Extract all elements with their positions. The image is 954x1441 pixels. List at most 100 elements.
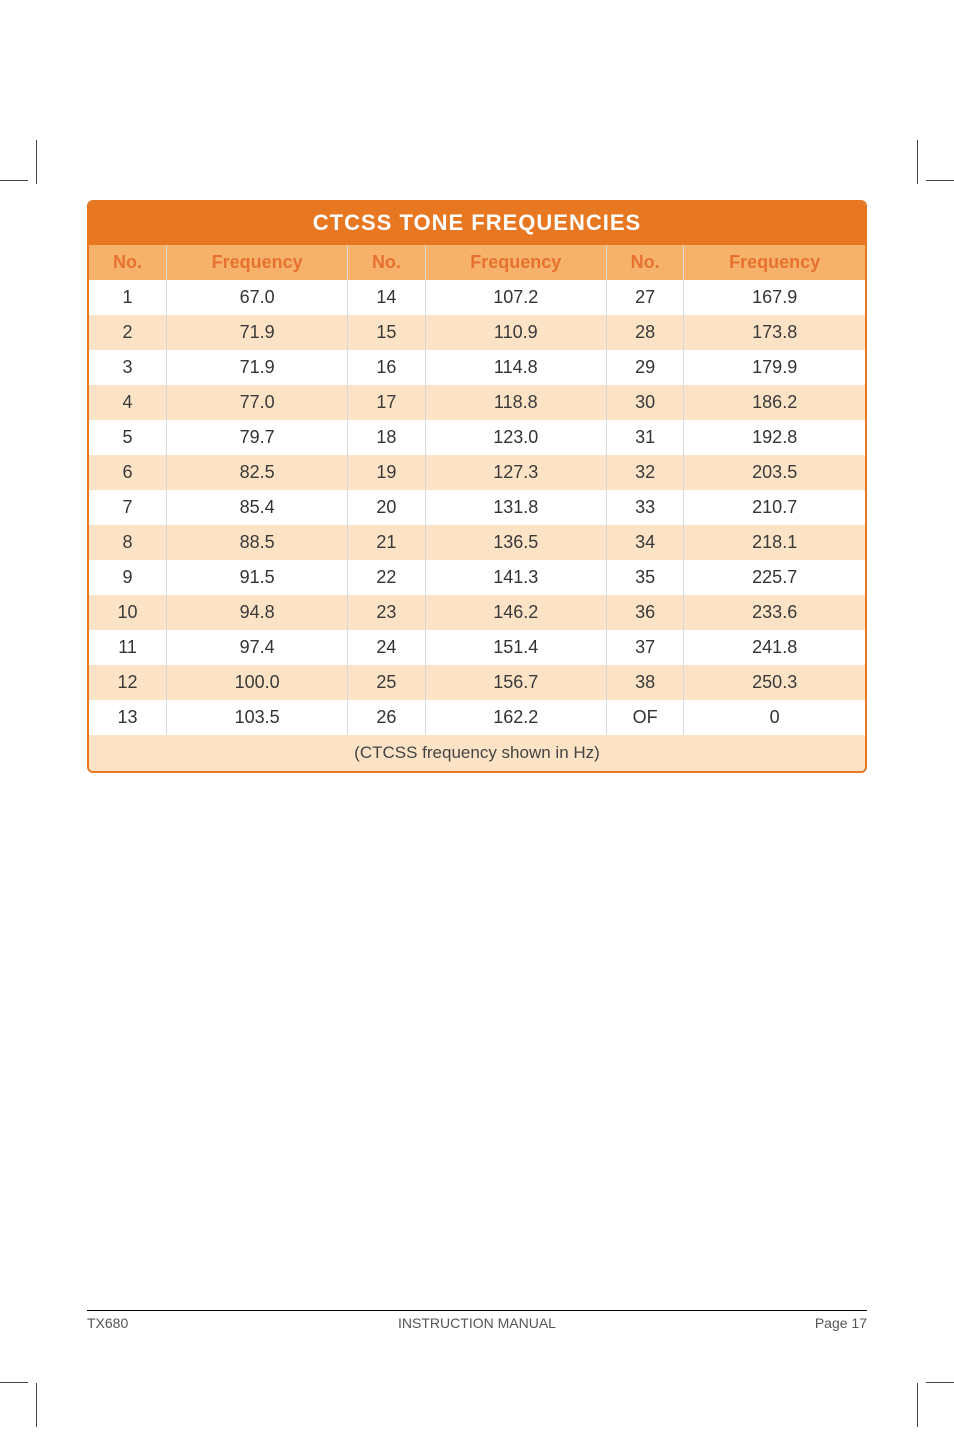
cell-no: 28 bbox=[606, 315, 684, 350]
cell-no: 12 bbox=[89, 665, 167, 700]
cell-no: 18 bbox=[348, 420, 426, 455]
cell-freq: 210.7 bbox=[684, 490, 865, 525]
col-no: No. bbox=[89, 245, 167, 280]
cell-no: 1 bbox=[89, 280, 167, 315]
footer-right: Page 17 bbox=[815, 1315, 867, 1331]
cell-no: 19 bbox=[348, 455, 426, 490]
col-no: No. bbox=[606, 245, 684, 280]
cell-freq: 162.2 bbox=[425, 700, 606, 735]
page-content: CTCSS TONE FREQUENCIES No. Frequency No.… bbox=[87, 200, 867, 773]
cell-no: 8 bbox=[89, 525, 167, 560]
ctcss-table-container: CTCSS TONE FREQUENCIES No. Frequency No.… bbox=[87, 200, 867, 773]
table-row: 1197.424151.437241.8 bbox=[89, 630, 865, 665]
cell-no: 22 bbox=[348, 560, 426, 595]
crop-mark bbox=[926, 1382, 954, 1383]
cell-no: 37 bbox=[606, 630, 684, 665]
ctcss-table: No. Frequency No. Frequency No. Frequenc… bbox=[89, 245, 865, 735]
footer-left: TX680 bbox=[87, 1315, 128, 1331]
cell-freq: 146.2 bbox=[425, 595, 606, 630]
cell-no: OF bbox=[606, 700, 684, 735]
cell-freq: 85.4 bbox=[167, 490, 348, 525]
cell-freq: 167.9 bbox=[684, 280, 865, 315]
table-row: 271.915110.928173.8 bbox=[89, 315, 865, 350]
cell-no: 13 bbox=[89, 700, 167, 735]
crop-mark bbox=[917, 1383, 918, 1427]
table-row: 888.521136.534218.1 bbox=[89, 525, 865, 560]
cell-freq: 156.7 bbox=[425, 665, 606, 700]
cell-freq: 100.0 bbox=[167, 665, 348, 700]
crop-mark bbox=[926, 180, 954, 181]
cell-freq: 110.9 bbox=[425, 315, 606, 350]
col-no: No. bbox=[348, 245, 426, 280]
cell-freq: 173.8 bbox=[684, 315, 865, 350]
cell-freq: 0 bbox=[684, 700, 865, 735]
cell-no: 15 bbox=[348, 315, 426, 350]
cell-no: 24 bbox=[348, 630, 426, 665]
table-header-row: No. Frequency No. Frequency No. Frequenc… bbox=[89, 245, 865, 280]
cell-freq: 141.3 bbox=[425, 560, 606, 595]
cell-freq: 241.8 bbox=[684, 630, 865, 665]
cell-no: 11 bbox=[89, 630, 167, 665]
table-row: 167.014107.227167.9 bbox=[89, 280, 865, 315]
cell-freq: 118.8 bbox=[425, 385, 606, 420]
cell-freq: 88.5 bbox=[167, 525, 348, 560]
cell-no: 6 bbox=[89, 455, 167, 490]
cell-freq: 114.8 bbox=[425, 350, 606, 385]
table-row: 682.519127.332203.5 bbox=[89, 455, 865, 490]
table-row: 477.017118.830186.2 bbox=[89, 385, 865, 420]
cell-freq: 179.9 bbox=[684, 350, 865, 385]
cell-no: 16 bbox=[348, 350, 426, 385]
cell-no: 23 bbox=[348, 595, 426, 630]
table-row: 785.420131.833210.7 bbox=[89, 490, 865, 525]
cell-no: 35 bbox=[606, 560, 684, 595]
table-row: 371.916114.829179.9 bbox=[89, 350, 865, 385]
cell-freq: 71.9 bbox=[167, 315, 348, 350]
cell-freq: 131.8 bbox=[425, 490, 606, 525]
table-title: CTCSS TONE FREQUENCIES bbox=[89, 202, 865, 245]
cell-freq: 203.5 bbox=[684, 455, 865, 490]
crop-mark bbox=[917, 140, 918, 184]
cell-no: 17 bbox=[348, 385, 426, 420]
crop-mark bbox=[36, 1383, 37, 1427]
cell-freq: 94.8 bbox=[167, 595, 348, 630]
col-freq: Frequency bbox=[425, 245, 606, 280]
cell-freq: 225.7 bbox=[684, 560, 865, 595]
table-row: 12100.025156.738250.3 bbox=[89, 665, 865, 700]
cell-freq: 107.2 bbox=[425, 280, 606, 315]
cell-freq: 82.5 bbox=[167, 455, 348, 490]
col-freq: Frequency bbox=[167, 245, 348, 280]
cell-freq: 91.5 bbox=[167, 560, 348, 595]
cell-no: 9 bbox=[89, 560, 167, 595]
cell-no: 34 bbox=[606, 525, 684, 560]
cell-freq: 186.2 bbox=[684, 385, 865, 420]
table-note: (CTCSS frequency shown in Hz) bbox=[89, 735, 865, 771]
cell-no: 10 bbox=[89, 595, 167, 630]
cell-no: 27 bbox=[606, 280, 684, 315]
cell-freq: 136.5 bbox=[425, 525, 606, 560]
cell-freq: 250.3 bbox=[684, 665, 865, 700]
cell-freq: 123.0 bbox=[425, 420, 606, 455]
cell-no: 5 bbox=[89, 420, 167, 455]
cell-freq: 77.0 bbox=[167, 385, 348, 420]
cell-no: 3 bbox=[89, 350, 167, 385]
cell-no: 7 bbox=[89, 490, 167, 525]
footer-center: INSTRUCTION MANUAL bbox=[87, 1315, 867, 1331]
crop-mark bbox=[36, 140, 37, 184]
cell-no: 30 bbox=[606, 385, 684, 420]
cell-no: 20 bbox=[348, 490, 426, 525]
cell-freq: 233.6 bbox=[684, 595, 865, 630]
cell-no: 36 bbox=[606, 595, 684, 630]
table-body: 167.014107.227167.9271.915110.928173.837… bbox=[89, 280, 865, 735]
cell-no: 25 bbox=[348, 665, 426, 700]
cell-no: 29 bbox=[606, 350, 684, 385]
cell-no: 32 bbox=[606, 455, 684, 490]
cell-freq: 192.8 bbox=[684, 420, 865, 455]
cell-freq: 97.4 bbox=[167, 630, 348, 665]
table-row: 1094.823146.236233.6 bbox=[89, 595, 865, 630]
table-row: 991.522141.335225.7 bbox=[89, 560, 865, 595]
crop-mark bbox=[0, 1382, 28, 1383]
cell-no: 33 bbox=[606, 490, 684, 525]
table-row: 13103.526162.2OF0 bbox=[89, 700, 865, 735]
cell-freq: 218.1 bbox=[684, 525, 865, 560]
page-footer: TX680 INSTRUCTION MANUAL Page 17 bbox=[87, 1310, 867, 1331]
